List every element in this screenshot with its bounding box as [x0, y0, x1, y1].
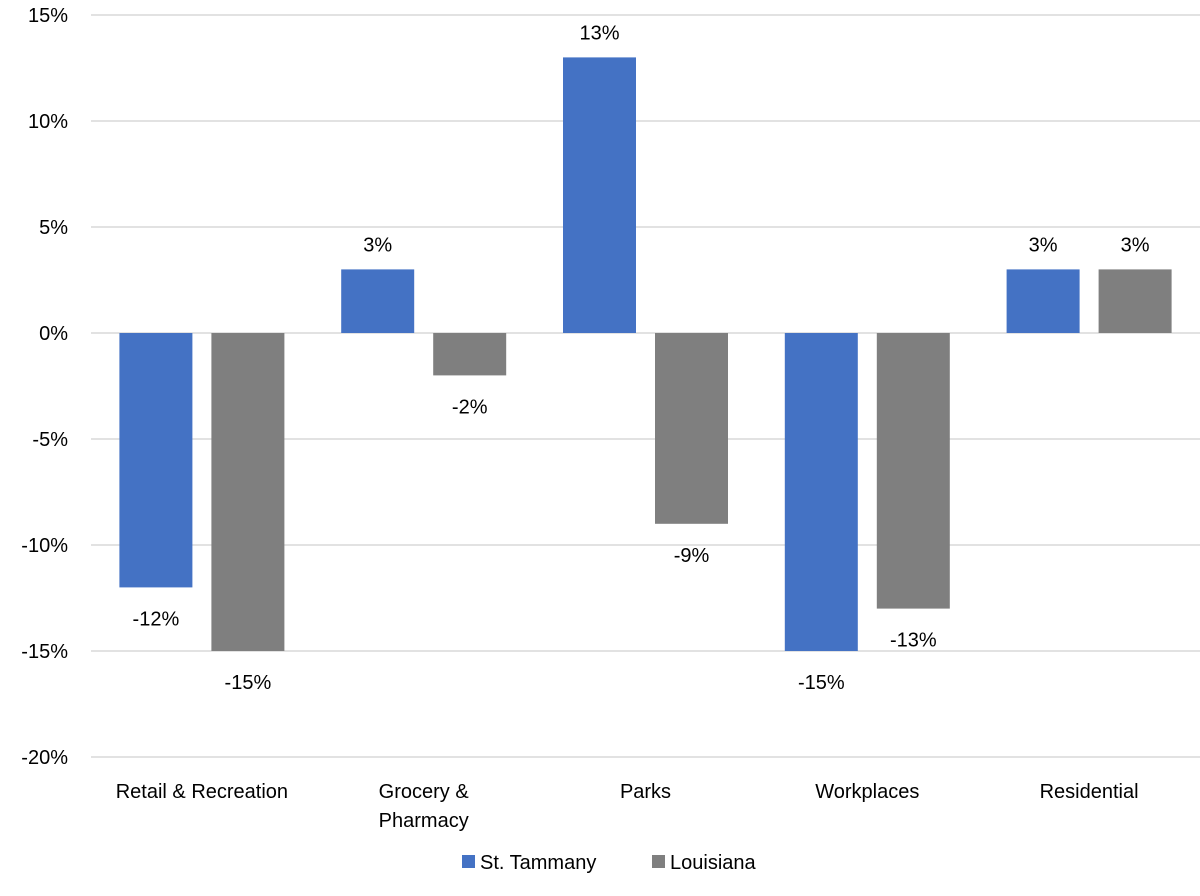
y-tick-label: 0%: [39, 323, 68, 345]
y-tick-label: 10%: [28, 111, 68, 133]
legend: St. Tammany Louisiana: [462, 852, 757, 874]
data-label: 3%: [1121, 234, 1150, 256]
data-label: -13%: [890, 630, 937, 652]
legend-swatch: [652, 855, 665, 868]
x-tick-label: Residential: [1040, 781, 1139, 803]
legend-label: Louisiana: [670, 852, 757, 874]
y-axis-tick-labels: 15% 10% 5% 0% -5% -10% -15% -20%: [21, 5, 68, 769]
legend-label: St. Tammany: [480, 852, 596, 874]
data-label: -9%: [674, 545, 710, 567]
bars: [119, 57, 1172, 651]
bar-louisiana: [211, 333, 285, 651]
data-label: 3%: [1029, 234, 1058, 256]
bar-louisiana: [1098, 269, 1172, 333]
x-tick-label: Parks: [620, 781, 671, 803]
y-tick-label: -20%: [21, 747, 68, 769]
y-tick-label: -15%: [21, 641, 68, 663]
y-tick-label: -5%: [32, 429, 68, 451]
bar-st-tammany: [1006, 269, 1080, 333]
y-tick-label: -10%: [21, 535, 68, 557]
data-label: 13%: [579, 22, 619, 44]
bar-louisiana: [655, 333, 728, 524]
x-tick-label: Retail & Recreation: [116, 781, 288, 803]
data-label: -15%: [225, 672, 272, 694]
data-label: -15%: [798, 672, 845, 694]
bar-st-tammany: [341, 269, 415, 333]
data-labels: -12% -15% 3% -2% 13% -9% -15% -13% 3% 3%: [133, 22, 1150, 694]
y-tick-label: 15%: [28, 5, 68, 27]
data-label: 3%: [363, 234, 392, 256]
bar-louisiana: [876, 333, 950, 609]
bar-louisiana: [433, 333, 507, 376]
x-tick-label: Grocery & Pharmacy: [379, 781, 470, 832]
data-label: -2%: [452, 396, 488, 418]
legend-item-louisiana: Louisiana: [652, 852, 757, 874]
legend-swatch: [462, 855, 475, 868]
bar-st-tammany: [119, 333, 193, 588]
y-tick-label: 5%: [39, 217, 68, 239]
x-tick-label: Workplaces: [815, 781, 919, 803]
legend-item-st-tammany: St. Tammany: [462, 852, 596, 874]
data-label: -12%: [133, 608, 180, 630]
x-axis-tick-labels: Retail & Recreation Grocery & Pharmacy Park…: [116, 781, 1139, 832]
bar-st-tammany: [784, 333, 858, 651]
bar-st-tammany: [563, 57, 636, 334]
